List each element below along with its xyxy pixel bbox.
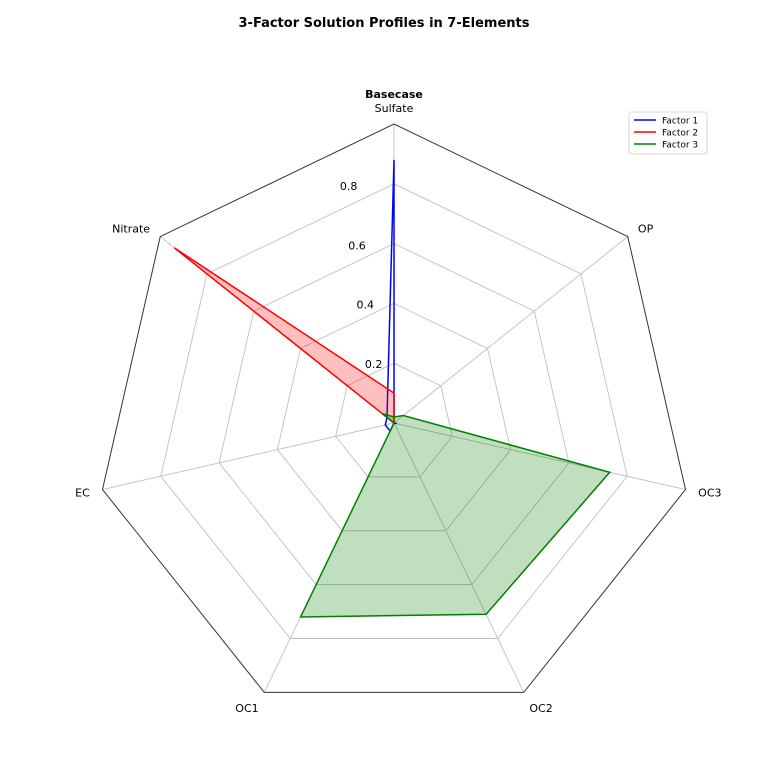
chart-subtitle: Basecase (365, 88, 423, 101)
axis-label-nitrate: Nitrate (112, 222, 150, 235)
tick-label-1: 0.2 (365, 358, 383, 371)
factor-3-area (300, 413, 610, 617)
legend-label-factor-3: Factor 3 (662, 141, 698, 151)
axis-label-oc1: OC1 (235, 702, 258, 715)
spoke-op (393, 236, 629, 424)
axis-labels: Sulfate OP OC3 OC2 OC1 EC Nitrate (75, 102, 721, 715)
grid-ring-4 (160, 183, 628, 639)
legend: Factor 1 Factor 2 Factor 3 (628, 111, 708, 155)
spoke-oc2 (393, 422, 525, 693)
tick-label-3: 0.6 (348, 239, 366, 252)
grid-ring-1 (335, 362, 453, 478)
chart-title: 3-Factor Solution Profiles in 7-Elements (239, 16, 530, 31)
spoke-oc3 (393, 422, 686, 490)
axis-label-sulfate: Sulfate (375, 102, 414, 115)
radar-frame (101, 123, 687, 693)
factor-3-line (299, 412, 612, 618)
axis-label-ec: EC (75, 486, 90, 499)
radial-tick-labels: 0.2 0.4 0.6 0.8 (340, 180, 383, 371)
tick-label-4: 0.8 (340, 180, 358, 193)
spoke-ec (102, 422, 395, 490)
grid-ring-2 (276, 302, 512, 532)
radar-series (173, 159, 612, 618)
tick-label-2: 0.4 (357, 299, 375, 312)
legend-label-factor-1: Factor 1 (662, 117, 698, 127)
factor-2-line (173, 247, 395, 427)
axis-label-oc2: OC2 (529, 702, 552, 715)
legend-label-factor-2: Factor 2 (662, 129, 698, 139)
axis-label-op: OP (638, 222, 654, 235)
axis-label-oc3: OC3 (698, 486, 721, 499)
grid-ring-3 (218, 243, 570, 586)
